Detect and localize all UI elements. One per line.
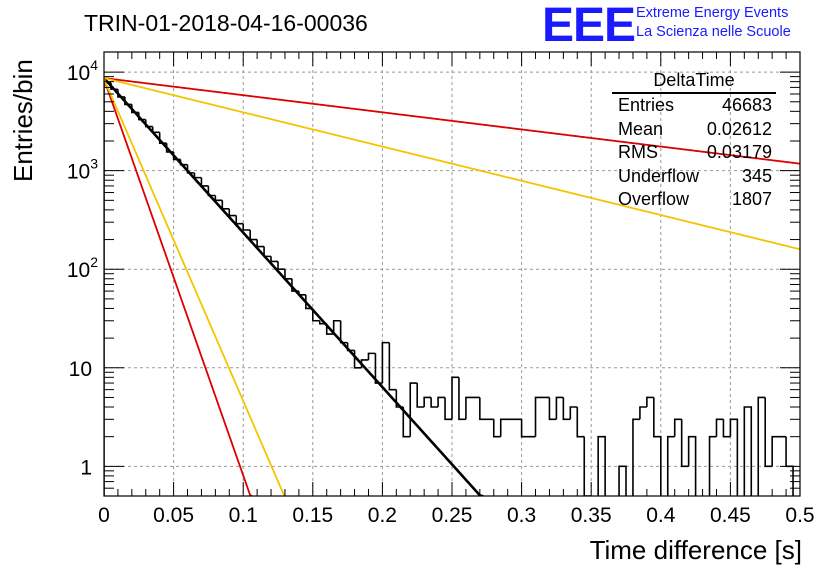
x-axis-label: Time difference [s] bbox=[589, 535, 802, 565]
y-tick-label: 104 bbox=[67, 57, 98, 85]
stats-label: Mean bbox=[618, 118, 664, 139]
reference-curve-2 bbox=[104, 78, 286, 496]
fit-curve bbox=[104, 77, 484, 496]
x-tick-label: 0.45 bbox=[710, 504, 751, 527]
reference-curve-1 bbox=[104, 78, 253, 496]
x-tick-label: 0.2 bbox=[368, 504, 397, 527]
x-tick-label: 0 bbox=[98, 504, 110, 527]
y-tick-label: 102 bbox=[67, 254, 98, 282]
stats-label: Entries bbox=[618, 95, 675, 115]
y-tick-label: 10 bbox=[69, 358, 92, 381]
eee-logo: EEE bbox=[542, 0, 636, 52]
stats-value: 1807 bbox=[731, 189, 772, 209]
x-tick-label: 0.3 bbox=[507, 504, 536, 527]
x-tick-label: 0.4 bbox=[646, 504, 676, 527]
y-axis-label: Entries/bin bbox=[8, 59, 38, 182]
histogram-bars bbox=[104, 81, 794, 496]
x-tick-label: 0.05 bbox=[153, 504, 194, 527]
x-tick-label: 0.35 bbox=[571, 504, 612, 527]
stats-value: 345 bbox=[741, 165, 772, 186]
x-tick-label: 0.15 bbox=[292, 504, 333, 527]
x-tick-label: 0.1 bbox=[229, 504, 258, 527]
stats-box: DeltaTime Entries 46683 Mean 0.02612 RMS 0.… bbox=[610, 70, 776, 212]
x-tick-label: 0.25 bbox=[432, 504, 473, 527]
stats-value: 0.02612 bbox=[706, 118, 772, 139]
stats-label: RMS bbox=[618, 142, 658, 162]
logo-line-1: Extreme Energy Events bbox=[636, 5, 789, 21]
stats-label: Overflow bbox=[618, 189, 690, 209]
reference-curve-3 bbox=[104, 77, 800, 165]
stats-row: Underflow 345 bbox=[610, 165, 776, 189]
histogram-group bbox=[104, 77, 800, 496]
stats-row: RMS 0.03179 bbox=[610, 141, 776, 165]
y-tick-label: 103 bbox=[67, 156, 98, 184]
logo-line-2: La Scienza nelle Scuole bbox=[636, 24, 791, 40]
stats-row: Mean 0.02612 bbox=[610, 118, 776, 142]
stats-row: Entries 46683 bbox=[610, 94, 776, 118]
y-tick-label: 1 bbox=[80, 456, 92, 479]
stats-box-title: DeltaTime bbox=[612, 70, 776, 94]
stats-value: 0.03179 bbox=[706, 142, 772, 162]
stats-label: Underflow bbox=[618, 165, 700, 186]
x-tick-label: 0.5 bbox=[785, 504, 814, 527]
chart-title: TRIN-01-2018-04-16-00036 bbox=[84, 10, 368, 36]
reference-curve-4 bbox=[104, 77, 800, 251]
stats-value: 46683 bbox=[721, 95, 772, 115]
stats-row: Overflow 1807 bbox=[610, 188, 776, 212]
